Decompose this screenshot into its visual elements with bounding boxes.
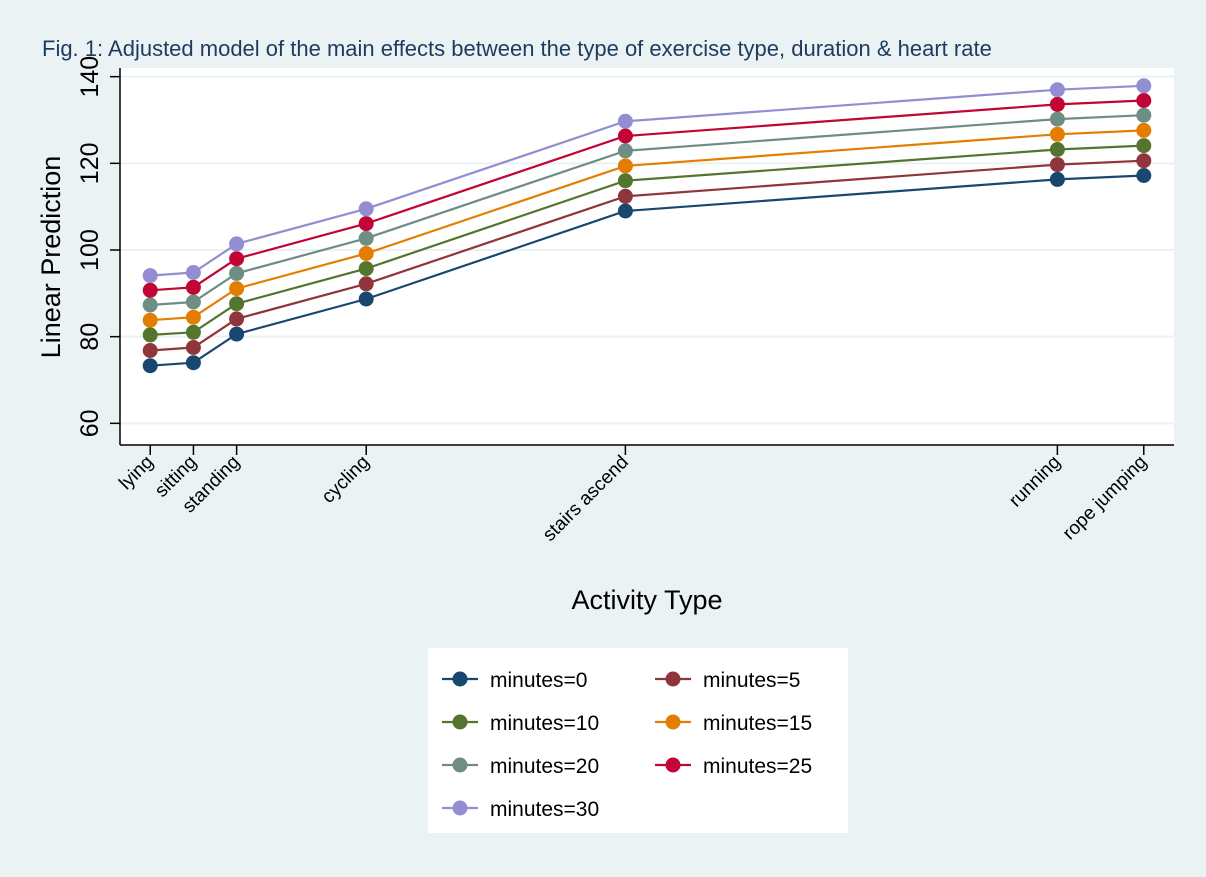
data-point xyxy=(1049,171,1065,187)
x-tick-label: rope jumping xyxy=(1059,452,1152,545)
data-point xyxy=(142,312,158,328)
series-minutes-25 xyxy=(142,93,1152,298)
data-point xyxy=(229,251,245,267)
legend-swatch-marker xyxy=(452,757,468,773)
data-point xyxy=(185,340,201,355)
legend-item: minutes=25 xyxy=(655,755,812,778)
data-point xyxy=(1136,107,1152,123)
data-point xyxy=(185,355,201,371)
data-point xyxy=(358,261,374,277)
data-point xyxy=(142,327,158,343)
legend-swatch-marker xyxy=(452,671,468,687)
series-minutes-20 xyxy=(142,107,1152,313)
legend-swatch-marker xyxy=(452,714,468,730)
legend-swatch-marker xyxy=(452,800,468,816)
legend-label: minutes=25 xyxy=(703,755,812,778)
legend-label: minutes=30 xyxy=(490,798,599,821)
data-point xyxy=(358,291,374,307)
x-tick-label: stairs ascend xyxy=(539,452,633,546)
chart-title: Fig. 1: Adjusted model of the main effec… xyxy=(42,36,992,61)
data-point xyxy=(1136,138,1152,154)
series-minutes-10 xyxy=(142,138,1152,343)
data-point xyxy=(185,279,201,295)
data-point xyxy=(617,158,633,174)
data-point xyxy=(1136,78,1152,94)
data-point xyxy=(617,173,633,189)
data-point xyxy=(617,188,633,204)
data-point xyxy=(142,282,158,298)
data-point xyxy=(1136,122,1152,138)
legend-item: minutes=30 xyxy=(442,798,599,821)
plot-area xyxy=(120,68,1174,445)
data-point xyxy=(229,281,245,297)
data-point xyxy=(358,216,374,232)
legend-label: minutes=15 xyxy=(703,712,812,735)
data-point xyxy=(142,343,158,358)
legend-label: minutes=20 xyxy=(490,755,599,778)
data-point xyxy=(142,358,158,374)
x-axis-title: Activity Type xyxy=(571,585,722,615)
y-tick-label: 140 xyxy=(76,56,104,98)
data-point xyxy=(229,311,245,327)
data-point xyxy=(617,113,633,129)
gridlines xyxy=(120,75,1174,425)
data-point xyxy=(185,324,201,340)
data-point xyxy=(1049,142,1065,157)
data-point xyxy=(185,309,201,325)
legend: minutes=0 minutes=5 minutes=10 minutes=15 mi… xyxy=(442,669,812,821)
data-point xyxy=(617,203,633,219)
data-point xyxy=(358,246,374,261)
data-point xyxy=(1136,153,1152,169)
legend-item: minutes=20 xyxy=(442,755,599,778)
x-tick-label: running xyxy=(1005,452,1065,512)
legend-swatch-marker xyxy=(665,714,681,730)
data-point xyxy=(142,297,158,313)
data-point xyxy=(617,143,633,159)
data-point xyxy=(1049,82,1065,98)
data-point xyxy=(1049,111,1065,127)
legend-swatch-marker xyxy=(665,757,681,773)
data-point xyxy=(229,296,245,312)
legend-item: minutes=0 xyxy=(442,669,587,692)
y-tick-label: 100 xyxy=(76,229,104,271)
data-point xyxy=(185,294,201,310)
data-point xyxy=(142,268,158,284)
data-point xyxy=(1136,93,1152,108)
series-minutes-5 xyxy=(142,153,1152,358)
y-tick-label: 120 xyxy=(76,142,104,184)
series-minutes-15 xyxy=(142,122,1152,328)
legend-swatch-marker xyxy=(665,671,681,687)
series-minutes-0 xyxy=(142,168,1152,374)
legend-label: minutes=10 xyxy=(490,712,599,735)
data-point xyxy=(358,230,374,246)
y-axis-ticks: 60 80 100 120 140 xyxy=(76,56,120,437)
legend-item: minutes=5 xyxy=(655,669,800,692)
y-tick-label: 60 xyxy=(76,409,104,437)
data-point xyxy=(229,236,245,252)
x-tick-label: cycling xyxy=(318,452,374,508)
data-point xyxy=(617,128,633,144)
data-point xyxy=(358,201,374,217)
data-point xyxy=(358,276,374,292)
legend-item: minutes=10 xyxy=(442,712,599,735)
data-point xyxy=(1049,126,1065,142)
legend-label: minutes=5 xyxy=(703,669,800,692)
series-layer xyxy=(142,78,1152,374)
data-point xyxy=(1049,96,1065,112)
y-tick-label: 80 xyxy=(76,323,104,351)
legend-box xyxy=(428,648,848,833)
legend-label: minutes=0 xyxy=(490,669,587,692)
legend-item: minutes=15 xyxy=(655,712,812,735)
data-point xyxy=(1136,168,1152,183)
data-point xyxy=(1049,157,1065,173)
data-point xyxy=(229,265,245,281)
y-axis-title: Linear Prediction xyxy=(36,156,66,359)
series-minutes-30 xyxy=(142,78,1152,284)
data-point xyxy=(185,265,201,280)
data-point xyxy=(229,326,245,342)
